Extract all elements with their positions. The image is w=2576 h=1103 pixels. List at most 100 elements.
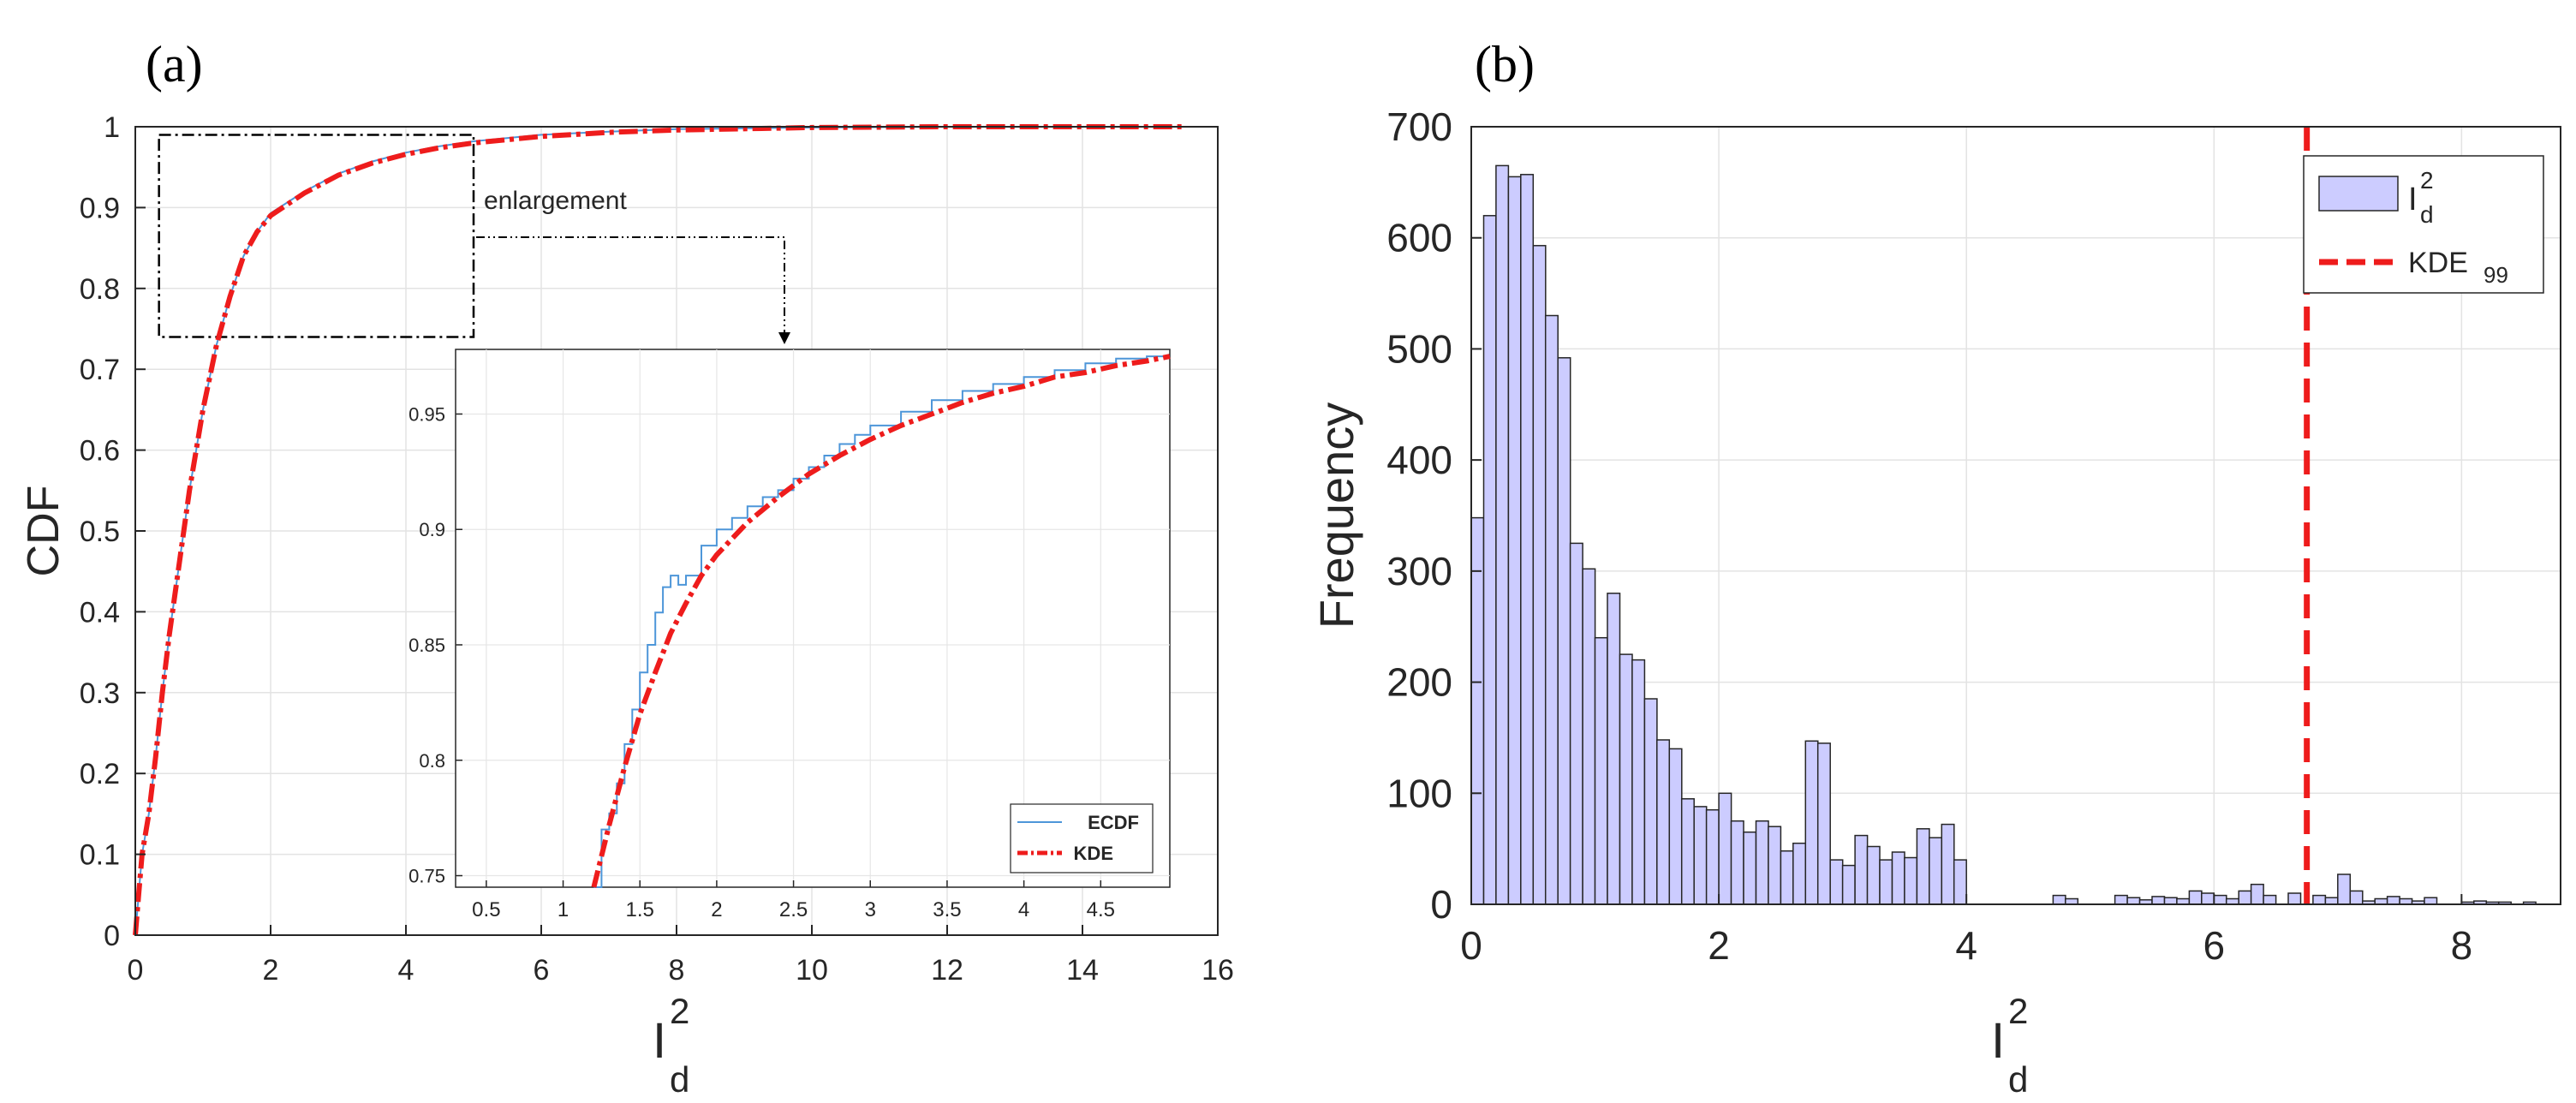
panel-b-y-tick-label: 400 — [1386, 438, 1452, 482]
histogram-bar — [1904, 856, 1918, 905]
histogram-bar — [1705, 808, 1720, 905]
histogram-bar — [1730, 820, 1744, 905]
inset-y-tick-label: 0.85 — [408, 635, 445, 656]
histogram-bar — [1941, 823, 1955, 905]
kde-line — [133, 124, 1184, 936]
panel-b-y-tick-label: 300 — [1386, 549, 1452, 593]
panel-a-x-tick-label: 16 — [1202, 954, 1234, 987]
histogram-bar — [2312, 894, 2327, 905]
histogram-bar — [2201, 892, 2215, 905]
inset-x-tick-label: 4 — [1018, 898, 1029, 921]
histogram-bar — [1929, 837, 1943, 905]
histogram-bar — [1879, 859, 1893, 905]
histogram-bar — [2349, 890, 2364, 905]
panel-a-x-label-sup: 2 — [670, 991, 689, 1031]
legend-kde99-label: KDE — [2408, 247, 2468, 279]
panel-a-y-tick-label: 0.9 — [80, 192, 120, 224]
histogram-bar — [1594, 636, 1608, 905]
enlargement-arrowhead — [778, 332, 790, 344]
legend-hist-label-sup: 2 — [2420, 167, 2434, 194]
panel-b-x-tick-label: 2 — [1708, 923, 1730, 968]
histogram-bar — [1656, 739, 1671, 905]
histogram-bar — [1804, 740, 1819, 905]
panel-a-x-ticks: 0 2 4 6 8 10 12 14 16 — [128, 925, 1234, 987]
histogram-bar — [2324, 897, 2339, 905]
panel-a-y-ticks: 0 0.1 0.2 0.3 0.4 0.5 0.6 0.7 0.8 0.9 1 — [80, 111, 146, 952]
inset-x-tick-label: 2 — [711, 898, 722, 921]
histogram-bar — [1854, 834, 1869, 905]
panel-a-label: (a) — [146, 36, 203, 92]
panel-b-x-tick-label: 6 — [2203, 923, 2225, 968]
histogram-bar — [2424, 897, 2438, 905]
panel-a-y-tick-label: 1 — [104, 111, 120, 144]
histogram-bar — [2263, 894, 2277, 905]
panel-b-x-tick-label: 0 — [1460, 923, 1482, 968]
panel-a: (a) 0 2 4 6 8 10 12 14 16 00.10.20.30.40.50.60.7… — [19, 36, 1234, 1100]
enlargement-arrow — [476, 236, 785, 334]
legend-kde-label: KDE — [1074, 843, 1113, 864]
panel-a-x-label-sub: d — [670, 1059, 689, 1100]
panel-a-x-label: I 2 d — [653, 991, 689, 1100]
inset-x-tick-label: 0.5 — [472, 898, 500, 921]
panel-b-y-tick-label: 600 — [1386, 216, 1452, 260]
histogram-bar — [2213, 894, 2227, 905]
legend-ecdf-label: ECDF — [1088, 812, 1139, 833]
histogram-bar — [1607, 593, 1621, 905]
legend-hist-swatch — [2318, 176, 2399, 212]
panel-b-x-label: I 2 d — [1991, 991, 2028, 1100]
histogram-bar — [1718, 792, 1732, 905]
panel-a-x-label-main: I — [653, 1013, 666, 1069]
enlargement-annotation: enlargement — [484, 187, 627, 215]
inset-x-tick-label: 4.5 — [1087, 898, 1115, 921]
inset-y-tick-label: 0.95 — [408, 403, 445, 425]
histogram-bar — [1619, 653, 1633, 905]
panel-b-y-ticks: 0 100 200 300 400 500 600 700 — [1386, 104, 1482, 927]
panel-b-y-tick-label: 200 — [1386, 660, 1452, 705]
histogram-bar — [1891, 851, 1905, 905]
panel-a-y-tick-label: 0.6 — [80, 435, 120, 468]
panel-a-y-tick-label: 0.3 — [80, 677, 120, 710]
histogram-bar — [1544, 314, 1559, 905]
panel-b-x-tick-label: 8 — [2451, 923, 2473, 968]
panel-b-x-label-sub: d — [2008, 1059, 2028, 1100]
histogram-bar — [1792, 842, 1807, 905]
panel-a-x-tick-label: 6 — [534, 954, 550, 987]
zoom-box — [158, 134, 475, 338]
panel-a-y-tick-label: 0.4 — [80, 596, 120, 629]
histogram-bar — [2238, 890, 2252, 905]
panel-a-y-tick-label: 0.8 — [80, 273, 120, 306]
panel-a-x-tick-label: 0 — [128, 954, 144, 987]
panel-a-x-tick-label: 4 — [398, 954, 414, 987]
panel-a-y-tick-label: 0.1 — [80, 839, 120, 872]
inset-x-tick-label: 2.5 — [779, 898, 808, 921]
panel-b-y-tick-label: 100 — [1386, 771, 1452, 815]
inset-x-tick-label: 1 — [558, 898, 569, 921]
histogram-bar — [1755, 820, 1769, 905]
histogram-bar — [2114, 894, 2128, 905]
histogram-bar — [1582, 568, 1596, 905]
panel-a-series — [133, 124, 1184, 936]
histogram-bar — [2126, 897, 2141, 905]
inset-y-tick-label: 0.8 — [419, 750, 445, 772]
panel-a-y-label: CDF — [19, 486, 69, 577]
panel-a-x-tick-label: 8 — [669, 954, 685, 987]
histogram-bar — [1916, 828, 1930, 905]
inset-series — [591, 354, 1171, 888]
histogram-bar — [1532, 245, 1547, 905]
histogram-bar — [2386, 896, 2400, 905]
histogram-bar — [2188, 890, 2203, 905]
inset-x-tick-label: 3.5 — [933, 898, 961, 921]
inset-y-ticks: 0.75 0.8 0.85 0.9 0.95 — [408, 403, 462, 887]
histogram-bar — [2151, 896, 2166, 905]
panel-a-x-tick-label: 2 — [263, 954, 279, 987]
panel-b-y-tick-label: 500 — [1386, 326, 1452, 371]
histogram-bar — [1668, 748, 1683, 905]
inset-frame — [455, 349, 1171, 888]
panel-b-x-label-main: I — [1991, 1013, 2005, 1069]
inset-y-tick-label: 0.9 — [419, 519, 445, 540]
histogram-bar — [1680, 798, 1695, 905]
histogram-bar — [1507, 176, 1522, 905]
histogram-bar — [1631, 659, 1646, 905]
